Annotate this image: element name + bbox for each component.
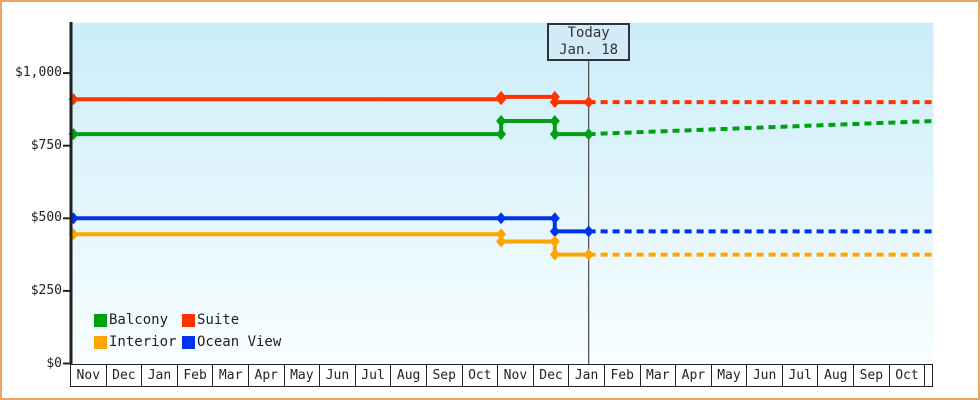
series-line-balcony	[73, 119, 589, 137]
x-axis-month-cell: Oct	[890, 365, 926, 386]
data-point-marker	[583, 248, 594, 261]
legend-label: Balcony	[109, 312, 169, 328]
x-axis-month-cell: Nov	[71, 365, 107, 386]
x-axis-month-row: Nov Dec Jan Feb Mar Apr May Jun Jul Aug Sep Oct Nov D…	[70, 364, 934, 387]
x-axis-month-cell: Sep	[854, 365, 890, 386]
today-label: Today	[567, 25, 610, 41]
x-axis-month-cell: Jul	[356, 365, 392, 386]
y-axis-tick-label: $750	[30, 137, 62, 153]
x-axis-month-cell: May	[285, 365, 321, 386]
x-axis-month-cell: Nov	[498, 365, 534, 386]
legend-item-interior: Interior	[94, 334, 182, 350]
chart-legend: Balcony Suite Interior Ocean View	[94, 312, 281, 350]
series-line-interior	[73, 232, 589, 257]
plot-background	[72, 22, 934, 364]
x-axis-month-cell: Jun	[747, 365, 783, 386]
series-layer	[68, 90, 934, 261]
x-axis-month-cell: Sep	[427, 365, 463, 386]
x-axis-partial-cell	[925, 365, 934, 386]
legend-label: Interior	[109, 334, 177, 350]
x-axis-month-cell: Jun	[320, 365, 356, 386]
y-axis-tick-label: $250	[30, 282, 62, 298]
data-point-marker	[549, 128, 560, 141]
data-point-marker	[549, 235, 560, 248]
x-axis-month-cell: Apr	[249, 365, 285, 386]
y-axis-tick-label: $500	[30, 210, 62, 226]
x-axis-month-cell: Oct	[463, 365, 499, 386]
x-axis-month-cell: Aug	[391, 365, 427, 386]
data-point-marker	[496, 228, 507, 241]
today-marker-box: Today Jan. 18	[547, 23, 631, 61]
data-point-marker	[583, 96, 594, 109]
x-axis-month-cell: Dec	[534, 365, 570, 386]
legend-swatch-icon	[182, 335, 195, 349]
series-line-suite	[73, 94, 589, 105]
x-axis-month-cell: Dec	[107, 365, 143, 386]
legend-item-balcony: Balcony	[94, 312, 182, 328]
legend-label: Suite	[197, 312, 240, 328]
data-point-marker	[549, 115, 560, 128]
today-date: Jan. 18	[559, 42, 619, 58]
x-axis-month-cell: Aug	[818, 365, 855, 386]
legend-swatch-icon	[182, 313, 195, 327]
x-axis-month-cell: Feb	[178, 365, 214, 386]
x-axis-month-cell: Mar	[641, 365, 677, 386]
legend-swatch-icon	[94, 313, 107, 327]
legend-item-suite: Suite	[182, 312, 281, 328]
legend-item-ocean-view: Ocean View	[182, 334, 281, 350]
x-axis-month-cell: Apr	[676, 365, 712, 386]
y-axis-tick-label: $0	[46, 355, 62, 371]
data-point-marker	[549, 225, 560, 238]
data-point-marker	[549, 96, 560, 109]
data-point-marker	[496, 90, 507, 103]
x-axis-month-cell: Jul	[783, 365, 819, 386]
series-projection-balcony	[588, 119, 934, 137]
data-point-marker	[496, 128, 507, 141]
data-point-marker	[496, 235, 507, 248]
legend-swatch-icon	[94, 335, 107, 349]
data-point-marker	[496, 212, 507, 225]
axis-layer	[63, 22, 73, 365]
x-axis-month-cell: Jan	[142, 365, 178, 386]
data-point-marker	[549, 212, 560, 225]
data-point-marker	[549, 248, 560, 261]
x-axis-month-cell: Feb	[605, 365, 641, 386]
y-axis-tick-label: $1,000	[15, 65, 62, 81]
data-point-marker	[583, 225, 594, 238]
x-axis-month-cell: Mar	[213, 365, 249, 386]
data-point-marker	[583, 128, 594, 141]
data-point-marker	[496, 115, 507, 128]
x-axis-month-cell: May	[712, 365, 748, 386]
legend-label: Ocean View	[197, 334, 282, 350]
x-axis-month-cell: Jan	[569, 365, 605, 386]
